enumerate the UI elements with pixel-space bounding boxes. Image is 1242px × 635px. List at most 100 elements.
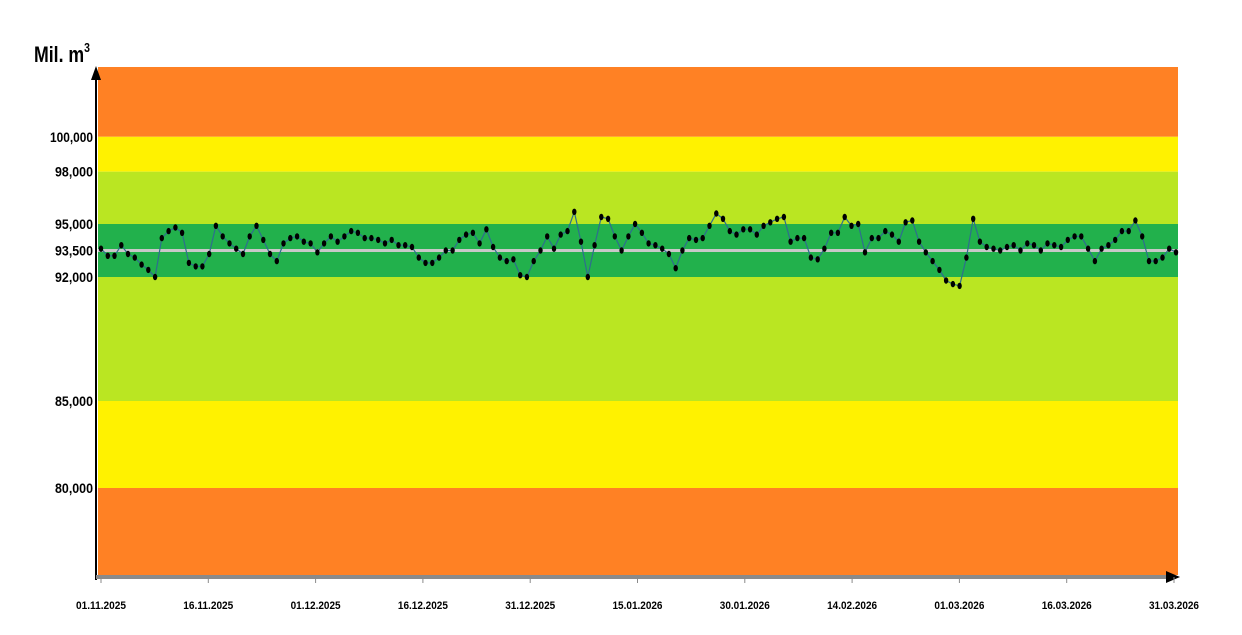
data-point [572, 208, 577, 215]
y-tick-label: 95,000 [55, 216, 93, 232]
data-point [916, 238, 922, 245]
data-point [254, 222, 259, 229]
data-point [173, 224, 178, 231]
data-point [139, 261, 144, 268]
data-point [518, 272, 523, 279]
data-point [977, 238, 983, 245]
data-point [592, 242, 597, 249]
data-point [943, 277, 949, 284]
data-point [1052, 242, 1057, 249]
band-1 [98, 136, 1178, 172]
data-point [1099, 245, 1104, 252]
data-point [700, 234, 705, 242]
y-tick-label: 85,000 [55, 393, 93, 409]
data-point [112, 252, 117, 259]
data-point [653, 242, 658, 249]
data-point [1092, 257, 1098, 265]
data-point [1072, 233, 1077, 240]
y-tick-labels: 100,000 98,000 95,000 93,500 92,000 85,000 80,… [50, 129, 93, 496]
data-point [619, 247, 624, 254]
data-point [261, 236, 266, 244]
data-point [869, 234, 874, 242]
data-point [240, 250, 246, 258]
data-point [734, 231, 739, 238]
data-point [301, 238, 306, 245]
data-point [741, 226, 746, 233]
series-points [98, 208, 1179, 290]
data-point [1058, 243, 1064, 251]
data-point [159, 234, 164, 242]
data-point [1140, 233, 1145, 240]
data-point [632, 220, 638, 228]
data-point [1004, 243, 1010, 251]
data-point [328, 233, 334, 240]
y-axis-unit-superscript: 3 [84, 40, 90, 55]
data-point [849, 222, 854, 229]
data-point [200, 263, 205, 270]
data-point [234, 245, 239, 252]
data-point [98, 245, 104, 252]
y-axis-unit-label: Mil. m3 [34, 40, 90, 67]
x-tick-label: 31.12.2025 [505, 600, 555, 612]
data-point [105, 252, 111, 259]
data-point [470, 229, 476, 236]
data-point [497, 254, 503, 261]
data-point [957, 282, 962, 290]
data-point [1133, 217, 1138, 224]
data-point [768, 219, 773, 226]
data-point [984, 243, 989, 251]
data-point [403, 242, 408, 249]
data-point [1079, 233, 1084, 240]
data-point [1065, 236, 1071, 244]
data-point [382, 240, 388, 247]
band-4 [98, 277, 1178, 401]
data-point [463, 231, 469, 238]
data-point [436, 254, 442, 261]
data-point [626, 233, 631, 240]
data-point [1160, 254, 1165, 261]
data-point [308, 240, 313, 247]
x-tick-label: 01.12.2025 [291, 600, 341, 612]
data-point [545, 233, 550, 240]
data-point [585, 273, 590, 281]
data-point [1085, 245, 1091, 252]
data-point [274, 257, 279, 265]
data-point [281, 240, 286, 247]
data-point [213, 222, 219, 229]
data-point [457, 236, 462, 244]
data-point [477, 240, 482, 247]
data-point [1031, 242, 1037, 249]
data-point [754, 231, 759, 238]
y-tick-label: 98,000 [55, 164, 93, 180]
data-point [646, 240, 651, 247]
data-point [369, 234, 374, 242]
data-point [991, 245, 996, 252]
data-point [639, 229, 645, 236]
data-point [490, 243, 496, 251]
x-tick-label: 16.12.2025 [398, 600, 448, 612]
data-point [687, 234, 692, 242]
x-tick-label: 16.03.2026 [1042, 600, 1092, 612]
data-point [1119, 227, 1125, 235]
data-point [910, 217, 915, 224]
data-point [720, 215, 726, 222]
y-tick-label: 92,000 [55, 269, 93, 285]
data-point [896, 238, 901, 245]
data-point [423, 259, 428, 267]
data-point [714, 210, 719, 217]
data-point [125, 250, 131, 258]
x-tick-label: 30.01.2026 [720, 600, 770, 612]
data-point [166, 227, 171, 235]
data-point [342, 233, 347, 240]
y-tick-label: 93,500 [55, 243, 93, 259]
data-point [565, 227, 570, 235]
data-point [362, 234, 367, 242]
data-point [551, 245, 557, 252]
data-point [558, 231, 563, 238]
data-point [1167, 245, 1172, 252]
data-point [693, 236, 699, 244]
data-point [247, 233, 252, 240]
x-tick-label: 15.01.2026 [613, 600, 663, 612]
data-point [1045, 240, 1050, 247]
